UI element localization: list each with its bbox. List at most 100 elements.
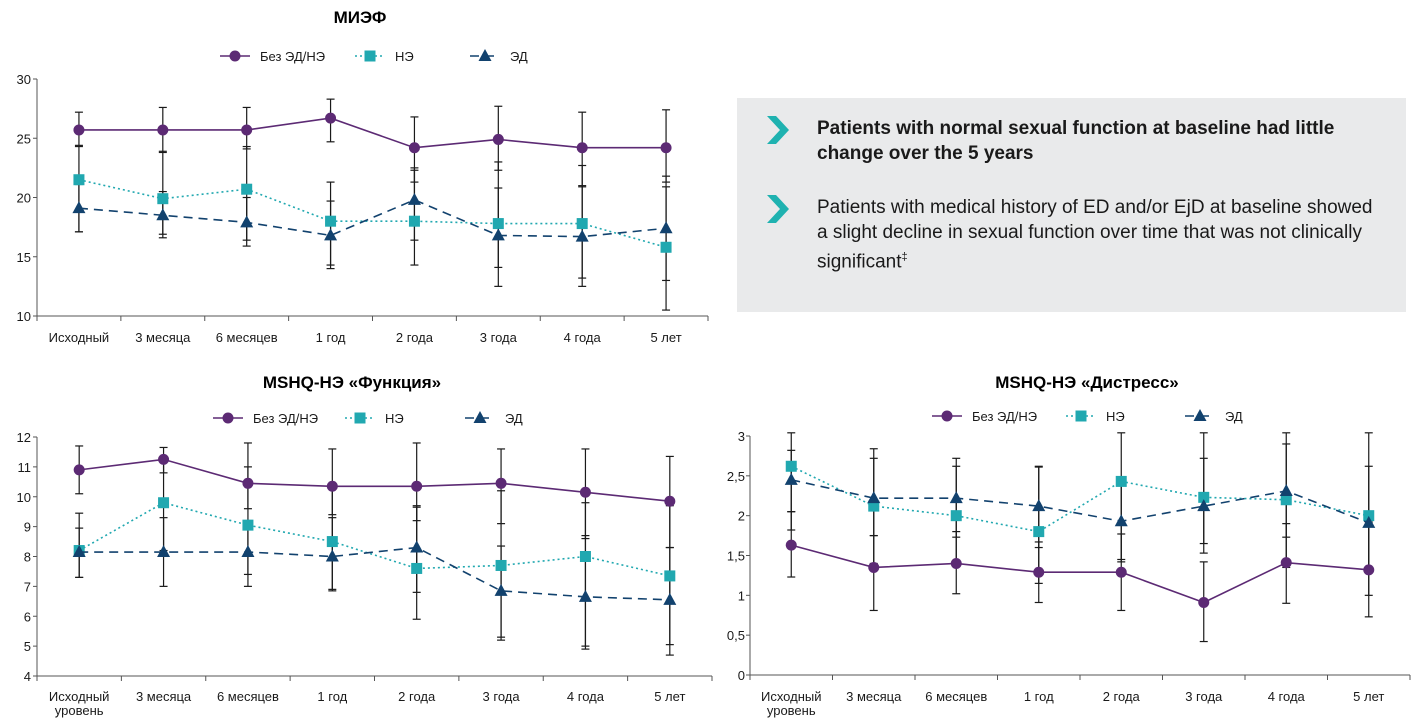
legend-marker [941, 410, 953, 422]
data-point [494, 583, 508, 596]
data-point [158, 453, 170, 465]
x-tick-label: 5 лет [1353, 689, 1384, 704]
legend-label: НЭ [1106, 409, 1125, 424]
y-tick-label: 1,5 [727, 549, 745, 564]
legend-marker [473, 411, 487, 423]
data-point [950, 510, 962, 522]
chart-miief: МИЭФ Без ЭД/НЭ НЭ ЭД 10 15 20 25 30 Исходный 3 мес… [17, 8, 709, 345]
legend-marker [478, 49, 492, 61]
data-point [1115, 475, 1127, 487]
data-point [1197, 499, 1211, 512]
data-point [495, 559, 507, 571]
data-point [660, 241, 672, 253]
y-tick-label: 4 [24, 669, 31, 684]
data-point [663, 592, 677, 605]
data-point [411, 480, 423, 492]
legend-item: Без ЭД/НЭ [213, 411, 318, 426]
data-point [241, 124, 253, 136]
data-point [326, 480, 338, 492]
x-tick-label: Исходный [761, 689, 822, 704]
data-point [664, 570, 676, 582]
y-tick-label: 2 [738, 509, 745, 524]
data-point [576, 218, 588, 230]
data-point [492, 218, 504, 230]
data-point [1033, 566, 1045, 578]
x-tick-label: 4 года [1268, 689, 1306, 704]
x-tick-label: 3 года [480, 330, 518, 345]
data-point [785, 460, 797, 472]
data-point [410, 540, 424, 553]
y-tick-label: 1 [738, 588, 745, 603]
data-point [73, 124, 85, 136]
x-tick-label: уровень [55, 703, 104, 718]
legend-label: НЭ [385, 411, 404, 426]
y-tick-label: 15 [17, 250, 31, 265]
legend-item: Без ЭД/НЭ [220, 49, 325, 64]
data-point [1198, 491, 1210, 503]
series-line [78, 501, 670, 577]
x-tick-label: 4 года [567, 689, 605, 704]
x-tick-label: 6 месяцев [216, 330, 278, 345]
x-tick-label: 1 год [317, 689, 347, 704]
y-tick-label: 10 [17, 490, 31, 505]
data-point [157, 193, 169, 205]
series-line [791, 544, 1369, 604]
data-point [1033, 526, 1045, 538]
y-tick-label: 2,5 [727, 469, 745, 484]
data-point [72, 545, 86, 558]
legend-marker [1075, 410, 1087, 422]
data-point [156, 208, 170, 221]
legend-item: Без ЭД/НЭ [932, 409, 1037, 424]
x-tick-label: уровень [767, 703, 816, 718]
legend-marker [354, 412, 366, 424]
data-point [1280, 494, 1292, 506]
y-tick-label: 10 [17, 309, 31, 324]
y-tick-label: 20 [17, 191, 31, 206]
legend-marker [222, 412, 234, 424]
bullet-1-text: Patients with normal sexual function at … [817, 118, 1335, 164]
data-point [1032, 499, 1046, 512]
legend-label: НЭ [395, 49, 414, 64]
legend-item: НЭ [1066, 409, 1125, 424]
data-point [659, 221, 673, 234]
data-point [495, 477, 507, 489]
data-point [72, 201, 86, 214]
data-point [867, 491, 881, 504]
data-point [73, 174, 85, 186]
y-tick-label: 7 [24, 579, 31, 594]
chevron-right-icon [767, 195, 789, 223]
x-tick-label: 6 месяцев [217, 689, 279, 704]
bullet-2-text: Patients with medical history of ED and/… [817, 195, 1377, 274]
series-line [79, 546, 670, 601]
x-tick-label: 5 лет [650, 330, 681, 345]
y-tick-label: 0,5 [727, 628, 745, 643]
bullet-2-body: Patients with medical history of ED and/… [817, 197, 1373, 273]
x-tick-label: 3 года [483, 689, 521, 704]
legend-label: ЭД [510, 49, 528, 64]
y-tick-label: 25 [17, 131, 31, 146]
data-point [1363, 564, 1375, 576]
data-point [785, 539, 797, 551]
legend-item: НЭ [345, 411, 404, 426]
y-tick-label: 30 [17, 72, 31, 87]
data-point [325, 549, 339, 562]
x-tick-label: 2 года [398, 689, 436, 704]
legend-label: Без ЭД/НЭ [253, 411, 318, 426]
data-point [1115, 566, 1127, 578]
legend-item: ЭД [470, 49, 528, 64]
legend-label: Без ЭД/НЭ [972, 409, 1037, 424]
y-tick-label: 8 [24, 550, 31, 565]
chart-title: МИЭФ [334, 8, 387, 27]
x-tick-label: 5 лет [654, 689, 685, 704]
x-tick-label: Исходный [49, 689, 110, 704]
data-point [1114, 514, 1128, 527]
series-line [78, 178, 667, 249]
data-point [324, 228, 338, 241]
data-point [1198, 597, 1210, 609]
summary-panel: Patients with normal sexual function at … [737, 98, 1406, 312]
y-tick-label: 11 [18, 460, 32, 475]
x-tick-label: 1 год [316, 330, 346, 345]
data-point [1280, 557, 1292, 569]
x-tick-label: 4 года [564, 330, 602, 345]
data-point [158, 497, 170, 509]
